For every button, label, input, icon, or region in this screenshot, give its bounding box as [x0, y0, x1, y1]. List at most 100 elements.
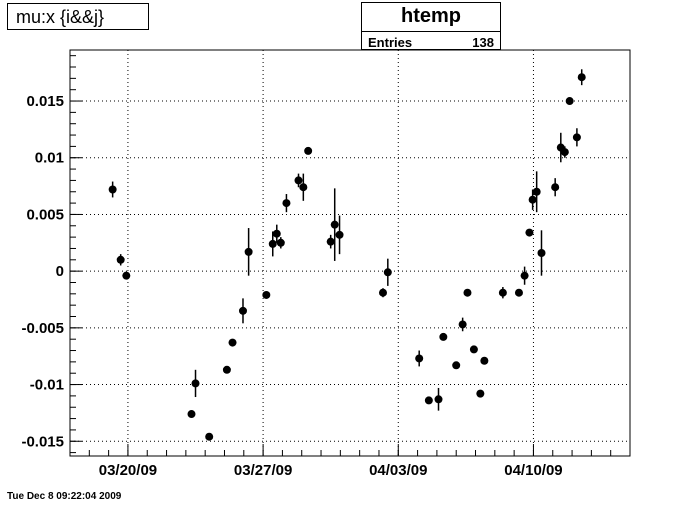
data-point: [498, 287, 507, 299]
data-marker: [458, 320, 467, 329]
data-markers: [108, 69, 586, 441]
y-tick-label: 0.015: [26, 93, 64, 110]
data-point: [378, 288, 387, 298]
data-marker: [565, 97, 574, 106]
data-point: [565, 97, 574, 106]
timestamp: Tue Dec 8 09:22:04 2009: [7, 491, 122, 502]
x-tick-label: 04/10/09: [504, 462, 562, 479]
data-marker: [187, 410, 196, 419]
stats-histogram-name: htemp: [362, 3, 500, 32]
data-marker: [463, 288, 472, 297]
data-point: [116, 254, 125, 266]
x-tick-label: 04/03/09: [369, 462, 427, 479]
data-marker: [116, 255, 125, 264]
data-point: [383, 258, 392, 286]
data-marker: [108, 185, 117, 194]
data-point: [326, 234, 335, 249]
data-marker: [439, 332, 448, 341]
stats-entries-label: Entries: [368, 35, 413, 50]
data-point: [424, 396, 433, 405]
data-marker: [294, 176, 303, 185]
data-marker: [520, 271, 529, 280]
data-point: [262, 290, 271, 299]
data-marker: [415, 354, 424, 363]
x-tick-label: 03/27/09: [234, 462, 292, 479]
grid-lines: [70, 50, 630, 456]
x-tick-label: 03/20/09: [99, 462, 157, 479]
data-marker: [282, 199, 291, 208]
axes: -0.015 -0.01 -0.005 0 0.005 0.01 0.015 03/20/09…: [21, 55, 631, 479]
data-marker: [335, 230, 344, 239]
data-marker: [528, 195, 537, 204]
data-marker: [469, 345, 478, 354]
data-point: [122, 271, 131, 280]
data-marker: [191, 379, 200, 388]
data-marker: [452, 361, 461, 370]
data-point: [439, 332, 448, 341]
data-marker: [378, 288, 387, 297]
data-point: [551, 178, 560, 197]
y-tick-label: -0.01: [30, 377, 64, 394]
data-point: [272, 224, 281, 243]
data-point: [520, 266, 529, 285]
data-point: [532, 171, 541, 213]
data-point: [458, 317, 467, 332]
data-marker: [299, 183, 308, 192]
stats-entries-value: 138: [472, 35, 494, 50]
data-marker: [330, 220, 339, 229]
data-point: [560, 146, 569, 158]
data-marker: [498, 288, 507, 297]
data-marker: [551, 183, 560, 192]
data-point: [577, 69, 586, 86]
data-point: [294, 173, 303, 188]
data-marker: [532, 187, 541, 196]
data-point: [330, 188, 339, 261]
data-point: [480, 356, 489, 365]
data-point: [299, 173, 308, 201]
data-marker: [205, 432, 214, 441]
data-point: [476, 389, 485, 398]
data-point: [304, 146, 313, 155]
data-point: [525, 228, 534, 237]
plot-title-box: mu:x {i&&j}: [7, 3, 149, 30]
data-marker: [262, 290, 271, 299]
y-tick-label: 0.01: [35, 150, 64, 167]
data-marker: [326, 237, 335, 246]
data-point: [528, 189, 537, 210]
data-marker: [222, 365, 231, 374]
data-point: [572, 128, 581, 147]
data-point: [244, 228, 253, 276]
stats-box: htemp Entries 138: [361, 2, 501, 50]
data-marker: [304, 146, 313, 155]
data-marker: [238, 306, 247, 315]
y-tick-label: -0.015: [21, 433, 64, 450]
data-point: [282, 194, 291, 213]
data-marker: [560, 148, 569, 157]
data-marker: [268, 239, 277, 248]
data-point: [537, 230, 546, 276]
data-point: [238, 298, 247, 324]
data-marker: [577, 73, 586, 82]
data-point: [187, 410, 196, 419]
data-point: [335, 215, 344, 255]
data-point: [463, 288, 472, 297]
data-point: [452, 361, 461, 370]
y-tick-label: 0.005: [26, 206, 64, 223]
y-tick-label: -0.005: [21, 320, 64, 337]
stats-entries-row: Entries 138: [368, 35, 494, 50]
data-marker: [514, 288, 523, 297]
y-tick-label: 0: [56, 263, 64, 280]
data-marker: [122, 271, 131, 280]
data-marker: [525, 228, 534, 237]
data-point: [191, 369, 200, 398]
data-marker: [424, 396, 433, 405]
data-point: [415, 350, 424, 367]
data-point: [108, 181, 117, 198]
data-marker: [383, 268, 392, 277]
data-marker: [572, 133, 581, 142]
data-marker: [244, 247, 253, 256]
data-point: [469, 345, 478, 354]
data-point: [276, 237, 285, 249]
data-marker: [434, 395, 443, 404]
